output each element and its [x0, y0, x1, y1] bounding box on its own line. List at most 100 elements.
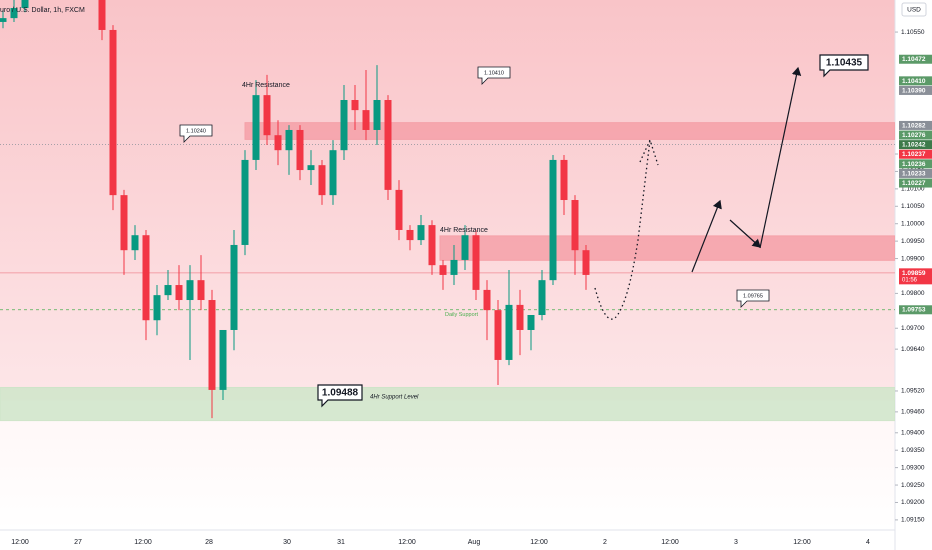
projection-dotted-head — [639, 138, 659, 166]
candle-body — [406, 229, 414, 241]
time-axis — [0, 530, 895, 550]
zone-label: 4Hr Resistance — [242, 82, 290, 89]
zone — [244, 122, 895, 140]
y-tick-label: 1.09800 — [901, 290, 925, 297]
candle-body — [461, 235, 469, 260]
candle-body — [362, 110, 370, 130]
callout-label: 1.10410 — [484, 70, 504, 76]
y-tick-label: 1.09520 — [901, 388, 925, 395]
y-tick-label: 1.09640 — [901, 346, 925, 353]
candle-body — [153, 295, 161, 321]
zone-label: 4Hr Resistance — [440, 227, 488, 234]
callout-box — [477, 66, 511, 85]
price-tag — [899, 178, 932, 188]
x-tick-label: 3 — [734, 539, 738, 546]
candle-body — [21, 0, 29, 9]
callout-box — [819, 54, 869, 78]
price-tag — [899, 305, 932, 315]
candle-body — [252, 95, 260, 160]
price-tag-label: 1.10390 — [902, 87, 926, 94]
price-tag-label: 1.10276 — [902, 132, 926, 139]
price-tag — [899, 76, 932, 86]
candle-body — [472, 235, 480, 290]
candle-body — [186, 280, 194, 301]
y-tick-label: 1.09950 — [901, 238, 925, 245]
x-tick-label: 4 — [866, 539, 870, 546]
x-tick-label: 12:00 — [661, 539, 679, 546]
projection-arrow — [729, 219, 761, 248]
x-tick-label: 28 — [205, 539, 213, 546]
candle-body — [175, 285, 183, 301]
zone — [439, 235, 895, 261]
candle-body — [505, 304, 513, 360]
price-tag — [899, 159, 932, 169]
price-tag — [899, 54, 932, 64]
candle-body — [142, 235, 150, 321]
y-tick-label: 1.09200 — [901, 499, 925, 506]
candle-body — [395, 189, 403, 230]
x-tick-label: 27 — [74, 539, 82, 546]
callout-box — [317, 384, 363, 408]
price-tag-label: 1.10233 — [902, 170, 926, 177]
candle-body — [560, 159, 568, 201]
y-tick-label: 1.10000 — [901, 220, 925, 227]
candle-body — [351, 100, 359, 111]
price-tag — [899, 130, 932, 140]
price-tag — [899, 85, 932, 95]
candle-body — [241, 159, 249, 245]
zone — [0, 386, 895, 422]
x-tick-label: 31 — [337, 539, 345, 546]
y-tick-label: 1.10050 — [901, 203, 925, 210]
y-tick-label: 1.09900 — [901, 255, 925, 262]
candle-body — [439, 265, 447, 275]
candle-body — [450, 259, 458, 275]
x-tick-label: 12:00 — [398, 539, 416, 546]
x-tick-label: 12:00 — [134, 539, 152, 546]
chart-title: uro / U.S. Dollar, 1h, FXCM — [0, 7, 85, 14]
x-tick-label: Aug — [468, 539, 481, 546]
candle-body — [527, 315, 535, 330]
candle-body — [98, 0, 106, 30]
price-tag-label: 1.09859 — [902, 270, 926, 277]
candle-body — [417, 225, 425, 241]
candle-body — [329, 150, 337, 196]
price-tag-label: 1.10410 — [902, 78, 926, 85]
price-tag-label: 1.10472 — [902, 56, 926, 63]
x-tick-label: 12:00 — [11, 539, 29, 546]
candle-body — [197, 280, 205, 301]
price-tag — [899, 120, 932, 130]
candle-body — [340, 100, 348, 151]
price-tag — [899, 168, 932, 178]
price-tag — [899, 268, 932, 285]
candle-body — [428, 225, 436, 266]
currency-box[interactable] — [901, 2, 927, 17]
candle-body — [307, 165, 315, 171]
candle-body — [582, 250, 590, 275]
y-tick-label: 1.09250 — [901, 482, 925, 489]
y-tick-label: 1.09300 — [901, 464, 925, 471]
candle-body — [318, 165, 326, 196]
price-tag-label: 1.10227 — [902, 180, 926, 187]
y-tick-label: 1.10550 — [901, 29, 925, 36]
candle-body — [230, 244, 238, 330]
y-tick-label: 1.09150 — [901, 517, 925, 524]
candle-body — [274, 135, 282, 151]
candle-body — [0, 18, 7, 22]
price-tag-label: 1.10236 — [902, 161, 926, 168]
price-tag-label: 1.09753 — [902, 307, 926, 314]
callout-label: 1.10435 — [826, 58, 863, 69]
callout-box — [736, 289, 770, 308]
candle-body — [571, 200, 579, 251]
price-tag — [899, 140, 932, 150]
candle-body — [373, 100, 381, 130]
x-tick-label: 12:00 — [793, 539, 811, 546]
price-tag-label: 1.10237 — [902, 151, 926, 158]
projection-arrow — [759, 66, 802, 249]
candle-body — [263, 95, 271, 136]
y-tick-label: 1.09400 — [901, 429, 925, 436]
callout-label: 1.09765 — [743, 293, 763, 299]
price-tag-label: 1.10282 — [902, 122, 926, 129]
candle-body — [131, 235, 139, 251]
